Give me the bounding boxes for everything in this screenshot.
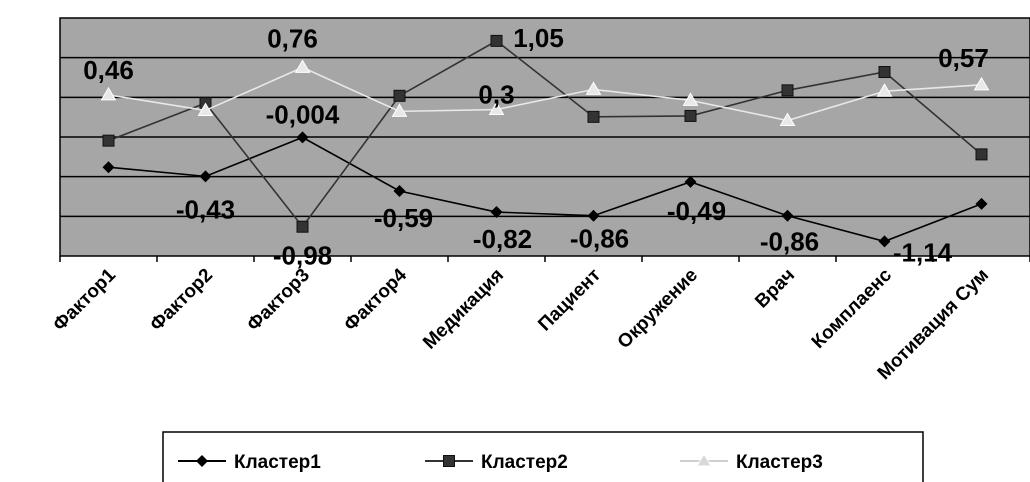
series-line (108, 39, 983, 229)
plot-area (59, 17, 1030, 262)
x-tick-label: Комплаенс (808, 264, 897, 353)
data-label: -0,82 (473, 224, 532, 254)
legend-box (162, 431, 924, 482)
data-label: 0,46 (83, 55, 134, 85)
data-point (684, 175, 697, 188)
data-point (975, 197, 988, 210)
x-tick-label: Окружение (614, 265, 702, 353)
data-point (393, 89, 406, 102)
x-axis: Фактор1 Фактор2 Фактор3 Фактор4 Медикация Пац… (49, 264, 993, 384)
data-label: -0,49 (667, 196, 726, 226)
data-point (100, 86, 117, 101)
data-point (102, 134, 115, 147)
data-point (878, 235, 891, 248)
data-point (102, 161, 115, 174)
data-label: -0,004 (266, 99, 340, 129)
data-point (294, 59, 311, 73)
data-point (587, 209, 600, 222)
legend: Кластер1 Кластер2 Кластер3 (162, 431, 924, 482)
data-point (975, 148, 988, 161)
legend-marker (443, 455, 455, 467)
legend-label: Кластер3 (736, 452, 823, 473)
data-point (587, 110, 600, 123)
series-layer (100, 34, 990, 248)
data-point (781, 209, 794, 222)
data-point (296, 220, 309, 233)
data-point (878, 66, 891, 79)
data-label: -1,14 (893, 237, 953, 267)
data-point (490, 206, 503, 219)
data-point (781, 84, 794, 97)
data-label: -0,98 (273, 241, 332, 271)
data-label: 1,05 (513, 23, 564, 53)
legend-label: Кластер1 (234, 452, 321, 473)
data-point (391, 103, 408, 117)
data-label: -0,59 (374, 203, 433, 233)
data-label: -0,86 (570, 224, 629, 254)
data-label: 0,57 (938, 43, 989, 73)
data-label: 0,76 (267, 23, 318, 53)
x-tick-label: Фактор4 (340, 264, 411, 335)
data-point (296, 131, 309, 144)
data-point (585, 81, 602, 95)
data-label: -0,86 (760, 227, 819, 257)
series-line (108, 136, 982, 243)
data-point (876, 83, 893, 97)
data-point (393, 185, 406, 198)
x-tick-label: Фактор2 (146, 265, 217, 336)
series-3 (100, 59, 990, 127)
data-point (684, 109, 697, 122)
legend-label: Кластер2 (481, 452, 568, 473)
legend-item: Кластер3 (680, 452, 823, 473)
legend-marker (196, 455, 208, 467)
data-point (197, 102, 214, 116)
data-point (779, 112, 796, 127)
x-tick-label: Фактор1 (49, 264, 120, 335)
data-point (199, 170, 212, 183)
data-label: 0,3 (478, 80, 514, 110)
data-point (488, 101, 505, 116)
legend-item: Кластер1 (178, 452, 321, 473)
data-label-layer: -0,43 -0,004 -0,59 -0,82 -0,86 -0,49 -0,86 -1,1… (83, 23, 989, 271)
series-line (108, 66, 982, 122)
data-point (973, 76, 990, 91)
x-tick-label: Фактор3 (243, 265, 314, 336)
series-1 (102, 131, 988, 248)
data-point (490, 34, 503, 47)
legend-item: Кластер2 (425, 452, 568, 473)
legend-marker (696, 453, 712, 467)
x-tick-label: Пациент (534, 265, 605, 336)
data-point (682, 92, 699, 106)
x-tick-label: Медикация (419, 265, 508, 354)
data-label: -0,43 (176, 194, 235, 224)
x-tick-label: Врач (751, 265, 799, 313)
